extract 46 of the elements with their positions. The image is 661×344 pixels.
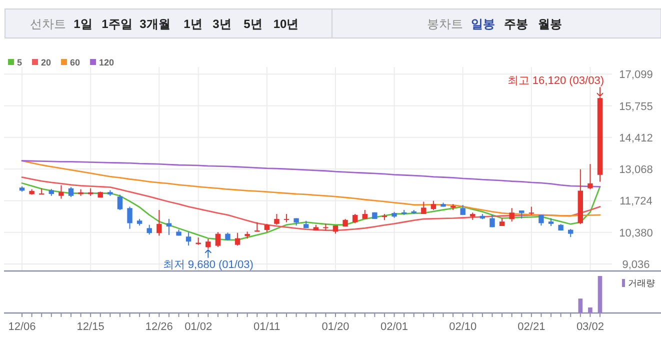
x-tick-label: 02/21 bbox=[518, 321, 546, 333]
x-tick-label: 01/20 bbox=[322, 321, 350, 333]
y-tick-label: 9,036 bbox=[622, 259, 650, 272]
candlestick bbox=[460, 204, 466, 216]
candlestick bbox=[68, 186, 74, 198]
y-tick-label: 10,380 bbox=[619, 227, 653, 240]
x-tick-label: 01/02 bbox=[184, 321, 212, 333]
candlestick bbox=[156, 209, 162, 236]
candlestick bbox=[215, 232, 221, 248]
candlestick bbox=[186, 232, 192, 246]
candlestick bbox=[509, 208, 514, 222]
candlestick bbox=[166, 218, 172, 236]
x-tick-label: 01/11 bbox=[254, 321, 280, 333]
candlestick bbox=[58, 184, 64, 200]
legend-label: 5 bbox=[17, 58, 22, 68]
x-tick-label: 03/02 bbox=[576, 321, 604, 333]
legend-label: 120 bbox=[99, 58, 114, 68]
candlestick bbox=[490, 214, 495, 228]
candlestick bbox=[206, 238, 211, 250]
legend-label: 20 bbox=[41, 58, 52, 68]
candlestick bbox=[234, 232, 240, 246]
y-tick-label: 11,724 bbox=[620, 196, 652, 208]
y-tick-label: 17,099 bbox=[619, 69, 653, 82]
legend: 거래량 bbox=[622, 278, 655, 288]
x-tick-label: 02/01 bbox=[380, 321, 408, 333]
y-tick-label: 15,755 bbox=[619, 100, 653, 113]
candlestick bbox=[430, 200, 436, 210]
y-tick-label: 13,068 bbox=[619, 164, 653, 176]
candlestick bbox=[146, 224, 152, 235]
legend-label: 60 bbox=[70, 58, 80, 68]
annotation: 최고 16,120 (03/03) bbox=[507, 75, 604, 88]
x-tick-label: 12/26 bbox=[145, 321, 173, 333]
y-tick-label: 14,412 bbox=[619, 132, 653, 144]
x-tick-label: 02/10 bbox=[449, 321, 477, 333]
x-tick-label: 12/15 bbox=[76, 321, 104, 333]
candlestick bbox=[352, 213, 358, 224]
candlestick bbox=[588, 164, 593, 190]
candlestick bbox=[127, 206, 132, 230]
annotation: 최저 9,680 (01/03) bbox=[162, 258, 254, 271]
candlestick bbox=[274, 213, 280, 226]
candlestick bbox=[421, 201, 426, 214]
toolbar: 선차트 1일 1주일 3개월 1년 3년 5년 10년 봉차트 일봉 주봉 월봉 bbox=[4, 8, 661, 38]
candlestick bbox=[117, 194, 123, 210]
legend-label: 거래량 bbox=[628, 278, 655, 288]
candlestick bbox=[528, 206, 534, 216]
x-tick-label: 12/06 bbox=[8, 321, 36, 333]
